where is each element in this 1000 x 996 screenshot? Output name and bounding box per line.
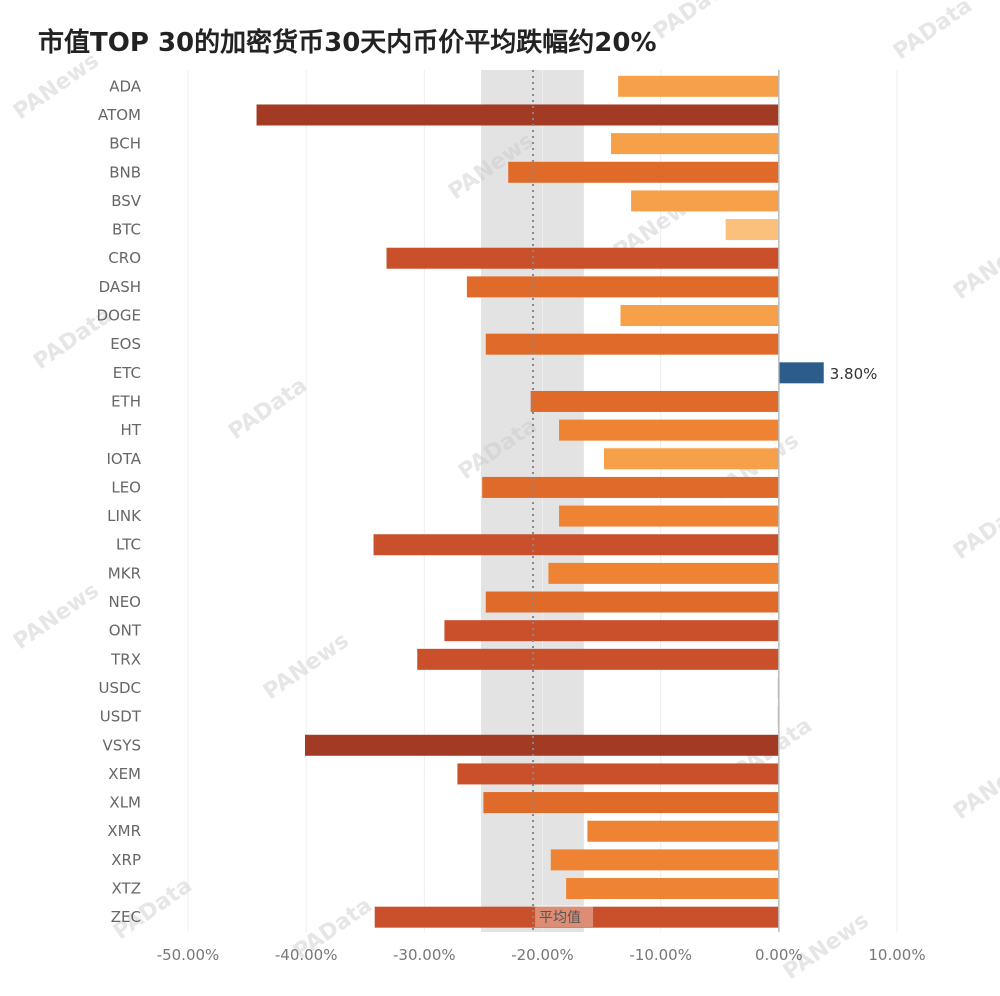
x-tick-label: -30.00% [393, 946, 456, 964]
category-label-xrp: XRP [111, 851, 141, 869]
category-label-xmr: XMR [107, 822, 141, 840]
bar-link [559, 505, 779, 527]
category-label-usdt: USDT [100, 708, 142, 726]
watermark-logo: PANews [9, 578, 104, 655]
watermark-logo: PAData [949, 493, 1000, 565]
bar-atom [256, 104, 779, 126]
bar-etc [778, 362, 824, 384]
bar-ont [444, 620, 779, 642]
category-label-ht: HT [121, 421, 142, 439]
bar-leo [482, 476, 779, 498]
category-label-trx: TRX [110, 650, 141, 668]
category-label-vsys: VSYS [103, 736, 141, 754]
watermark-logo: PANews [9, 48, 104, 125]
bar-cro [386, 247, 779, 269]
category-label-atom: ATOM [98, 106, 141, 124]
x-tick-label: 0.00% [755, 946, 803, 964]
x-tick-label: -50.00% [157, 946, 220, 964]
category-label-link: LINK [107, 507, 142, 525]
category-label-dash: DASH [99, 278, 141, 296]
category-label-eth: ETH [111, 392, 141, 410]
bar-trx [417, 648, 779, 670]
bar-xlm [483, 792, 779, 814]
watermark-logo: PAData [224, 373, 312, 445]
x-tick-label: -10.00% [629, 946, 692, 964]
bar-btc [725, 219, 779, 241]
bar-bnb [508, 161, 779, 183]
average-band [481, 70, 584, 932]
watermark-logo: PAData [649, 0, 737, 45]
category-label-zec: ZEC [111, 908, 141, 926]
category-label-doge: DOGE [97, 307, 141, 325]
x-tick-label: 10.00% [868, 946, 925, 964]
category-label-cro: CRO [108, 249, 141, 267]
bar-dash [466, 276, 779, 298]
bar-mkr [548, 562, 779, 584]
bar-ht [559, 419, 779, 441]
bar-xtz [566, 878, 779, 900]
category-label-bch: BCH [109, 135, 141, 153]
category-label-ada: ADA [109, 77, 142, 95]
category-label-usdc: USDC [98, 679, 141, 697]
category-label-neo: NEO [108, 593, 141, 611]
category-label-etc: ETC [113, 364, 141, 382]
category-label-btc: BTC [112, 221, 141, 239]
category-label-xem: XEM [108, 765, 141, 783]
category-label-mkr: MKR [108, 564, 141, 582]
watermark-logo: PANews [949, 228, 1000, 305]
bar-bch [611, 133, 779, 155]
bar-neo [485, 591, 779, 613]
category-label-iota: IOTA [107, 450, 142, 468]
category-label-ont: ONT [109, 622, 142, 640]
bar-ltc [373, 534, 779, 556]
category-label-ltc: LTC [116, 536, 141, 554]
watermark-logo: PAData [889, 0, 977, 65]
bar-xem [457, 763, 779, 785]
watermark-logo: PANews [949, 748, 1000, 825]
x-tick-label: -40.00% [275, 946, 338, 964]
category-label-leo: LEO [111, 478, 141, 496]
bar-iota [603, 448, 779, 470]
bar-vsys [304, 734, 779, 756]
average-label: 平均值 [539, 910, 581, 926]
bar-xmr [587, 820, 779, 842]
category-label-bsv: BSV [111, 192, 142, 210]
average-label-bg [535, 905, 594, 927]
bar-eth [530, 390, 779, 412]
category-label-eos: EOS [110, 335, 141, 353]
category-label-xtz: XTZ [112, 880, 141, 898]
category-label-bnb: BNB [109, 163, 141, 181]
bar-bsv [631, 190, 779, 212]
bar-doge [620, 305, 779, 327]
category-label-xlm: XLM [109, 794, 141, 812]
data-label-etc: 3.80% [830, 365, 878, 383]
bar-eos [485, 333, 779, 355]
bar-zec [374, 906, 779, 928]
bar-ada [618, 75, 779, 97]
chart-title: 市值TOP 30的加密货币30天内币价平均跌幅约20% [38, 28, 657, 58]
x-tick-label: -20.00% [511, 946, 574, 964]
bar-xrp [550, 849, 779, 871]
